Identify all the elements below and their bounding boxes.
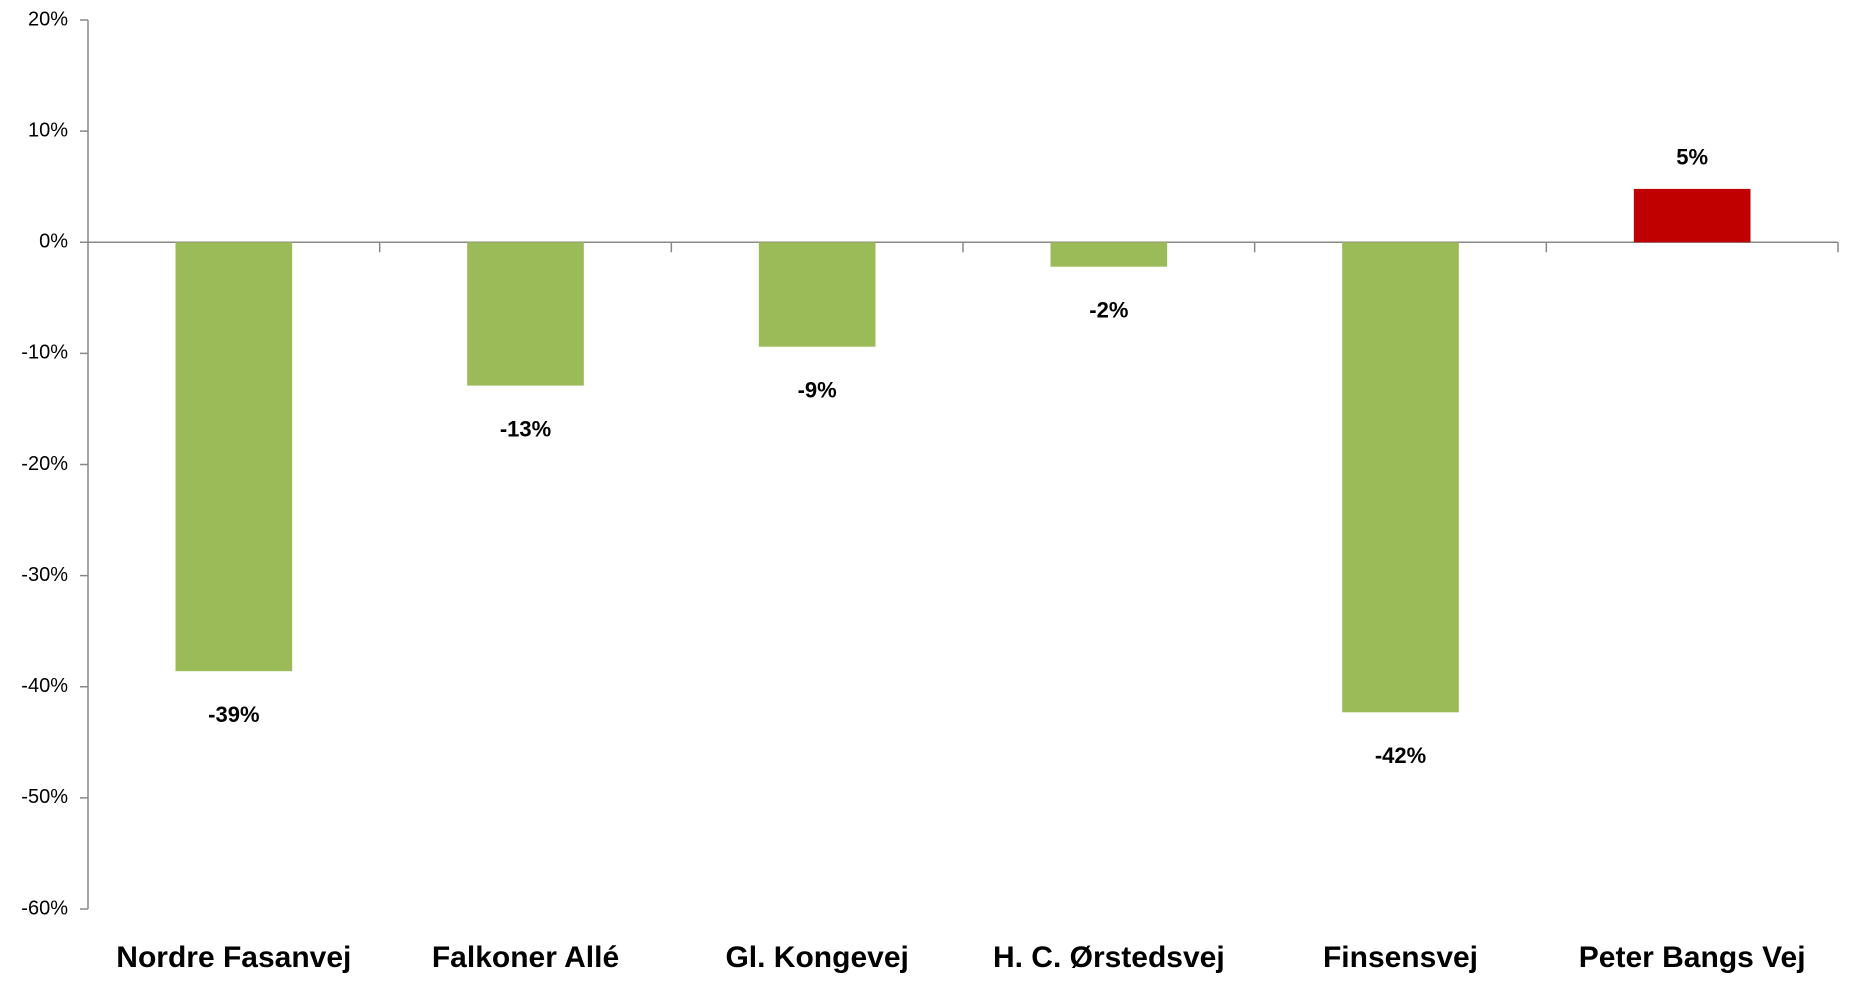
x-tick-label: Falkoner Allé — [432, 941, 619, 974]
data-label: -42% — [1375, 743, 1426, 768]
bar — [175, 242, 293, 672]
data-label: 5% — [1676, 145, 1708, 170]
y-tick-label: -60% — [21, 897, 68, 919]
y-tick-label: -10% — [21, 342, 68, 364]
bar — [1050, 242, 1168, 267]
x-tick-label: Peter Bangs Vej — [1579, 941, 1806, 974]
data-label: -13% — [500, 416, 551, 441]
y-tick-label: -30% — [21, 564, 68, 586]
bar — [1633, 188, 1751, 243]
x-tick-label: Nordre Fasanvej — [116, 941, 351, 974]
bar — [467, 242, 584, 386]
y-tick-label: 10% — [28, 119, 68, 141]
data-label: -39% — [208, 702, 259, 727]
y-tick-label: -20% — [21, 453, 68, 475]
bar — [758, 242, 876, 347]
data-label: -9% — [798, 378, 837, 403]
x-tick-label: Gl. Kongevej — [725, 941, 908, 974]
x-tick-label: Finsensvej — [1323, 941, 1478, 974]
data-label: -2% — [1089, 298, 1128, 323]
y-tick-label: -40% — [21, 675, 68, 697]
y-tick-label: 20% — [28, 8, 68, 30]
y-tick-label: 0% — [39, 231, 68, 253]
y-tick-label: -50% — [21, 786, 68, 808]
x-tick-label: H. C. Ørstedsvej — [993, 941, 1225, 974]
bar — [1342, 242, 1459, 713]
